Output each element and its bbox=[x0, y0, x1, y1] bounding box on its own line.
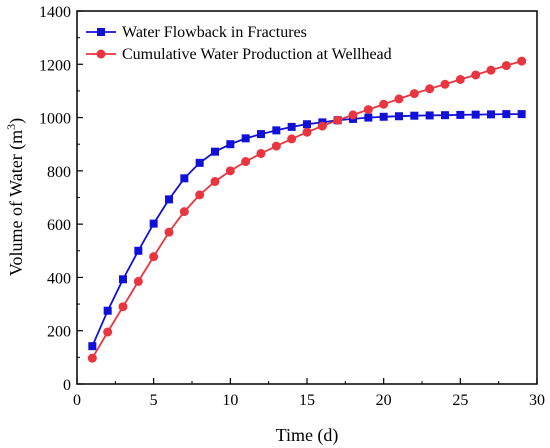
data-point-wellhead bbox=[379, 99, 389, 109]
data-point-wellhead bbox=[87, 353, 97, 363]
x-tick-label: 10 bbox=[222, 392, 238, 409]
data-point-flowback bbox=[241, 134, 250, 143]
data-point-flowback bbox=[517, 110, 526, 119]
data-point-wellhead bbox=[517, 56, 527, 66]
y-tick-label: 400 bbox=[47, 270, 71, 287]
ticks-layer: 0 5 10 15 20 25 30 0 200 400 600 800 1000 1200 1400 bbox=[39, 4, 545, 409]
data-point-wellhead bbox=[225, 166, 235, 176]
y-tick-label: 600 bbox=[47, 217, 71, 234]
data-point-wellhead bbox=[425, 84, 435, 94]
data-point-flowback bbox=[410, 111, 419, 120]
data-point-wellhead bbox=[348, 110, 358, 120]
data-point-wellhead bbox=[501, 61, 511, 71]
data-point-wellhead bbox=[440, 79, 450, 89]
legend-label-flowback: Water Flowback in Fractures bbox=[122, 24, 307, 41]
data-point-wellhead bbox=[179, 207, 189, 217]
data-point-flowback bbox=[303, 120, 311, 129]
data-point-flowback bbox=[456, 110, 465, 119]
data-point-wellhead bbox=[241, 157, 251, 167]
x-tick-label: 30 bbox=[529, 392, 545, 409]
data-point-wellhead bbox=[486, 65, 496, 75]
y-tick-label: 1200 bbox=[39, 57, 71, 74]
data-point-wellhead bbox=[118, 302, 128, 312]
x-tick-label: 25 bbox=[452, 392, 468, 409]
data-point-wellhead bbox=[287, 134, 297, 144]
data-point-wellhead bbox=[149, 252, 159, 262]
data-point-wellhead bbox=[409, 89, 419, 99]
data-point-wellhead bbox=[164, 227, 174, 237]
x-axis-title: Time (d) bbox=[276, 425, 339, 446]
legend-marker-flowback bbox=[97, 28, 105, 36]
data-point-wellhead bbox=[133, 276, 143, 286]
x-tick-label: 15 bbox=[299, 392, 315, 409]
data-point-flowback bbox=[119, 275, 127, 284]
x-tick-label: 20 bbox=[376, 392, 392, 409]
data-point-flowback bbox=[379, 112, 388, 121]
y-axis-title-sup: 3 bbox=[4, 124, 18, 130]
y-tick-label: 1400 bbox=[39, 4, 71, 21]
data-point-flowback bbox=[257, 130, 265, 139]
legend-item-wellhead: Cumulative Water Production at Wellhead bbox=[86, 46, 392, 63]
y-axis-title-main: Volume of Water (m bbox=[6, 130, 27, 276]
data-point-flowback bbox=[272, 126, 281, 135]
data-point-wellhead bbox=[271, 141, 281, 151]
x-tick-label: 0 bbox=[73, 392, 81, 409]
data-point-wellhead bbox=[471, 70, 481, 80]
data-point-wellhead bbox=[394, 94, 404, 104]
data-point-wellhead bbox=[103, 327, 113, 337]
y-tick-label: 1000 bbox=[39, 111, 71, 128]
data-point-wellhead bbox=[363, 105, 373, 115]
legend-label-wellhead: Cumulative Water Production at Wellhead bbox=[122, 46, 392, 63]
series-line-1 bbox=[91, 113, 522, 347]
data-point-flowback bbox=[211, 147, 219, 156]
data-point-flowback bbox=[180, 174, 189, 183]
data-point-wellhead bbox=[256, 149, 266, 159]
data-point-wellhead bbox=[317, 121, 327, 131]
data-point-flowback bbox=[395, 112, 403, 121]
data-point-flowback bbox=[487, 110, 495, 119]
y-axis-title-close: ) bbox=[6, 118, 27, 124]
legend-marker-wellhead bbox=[96, 49, 106, 59]
series-layer bbox=[87, 56, 527, 363]
data-point-flowback bbox=[134, 246, 143, 255]
x-tick-label: 5 bbox=[150, 392, 158, 409]
data-point-flowback bbox=[441, 111, 449, 120]
legend: Water Flowback in Fractures Cumulative W… bbox=[86, 24, 392, 63]
data-point-flowback bbox=[287, 122, 296, 131]
data-point-wellhead bbox=[333, 115, 343, 125]
data-point-wellhead bbox=[195, 190, 205, 200]
series-line-2 bbox=[91, 60, 522, 359]
data-point-wellhead bbox=[302, 127, 312, 137]
data-point-flowback bbox=[149, 219, 158, 228]
data-point-flowback bbox=[226, 140, 235, 149]
data-point-flowback bbox=[103, 306, 112, 315]
data-point-flowback bbox=[425, 111, 434, 120]
plot-frame bbox=[76, 10, 538, 385]
data-point-flowback bbox=[88, 342, 97, 351]
y-tick-label: 800 bbox=[47, 164, 71, 181]
data-point-flowback bbox=[364, 113, 373, 122]
data-point-wellhead bbox=[210, 177, 220, 187]
data-point-flowback bbox=[195, 158, 204, 167]
y-tick-label: 200 bbox=[47, 324, 71, 341]
y-tick-label: 0 bbox=[63, 377, 71, 394]
data-point-flowback bbox=[471, 110, 480, 119]
data-point-flowback bbox=[165, 195, 173, 204]
y-axis-title: Volume of Water (m3) bbox=[4, 118, 27, 276]
data-point-wellhead bbox=[455, 74, 465, 84]
data-point-flowback bbox=[502, 110, 511, 119]
legend-item-flowback: Water Flowback in Fractures bbox=[86, 24, 307, 41]
